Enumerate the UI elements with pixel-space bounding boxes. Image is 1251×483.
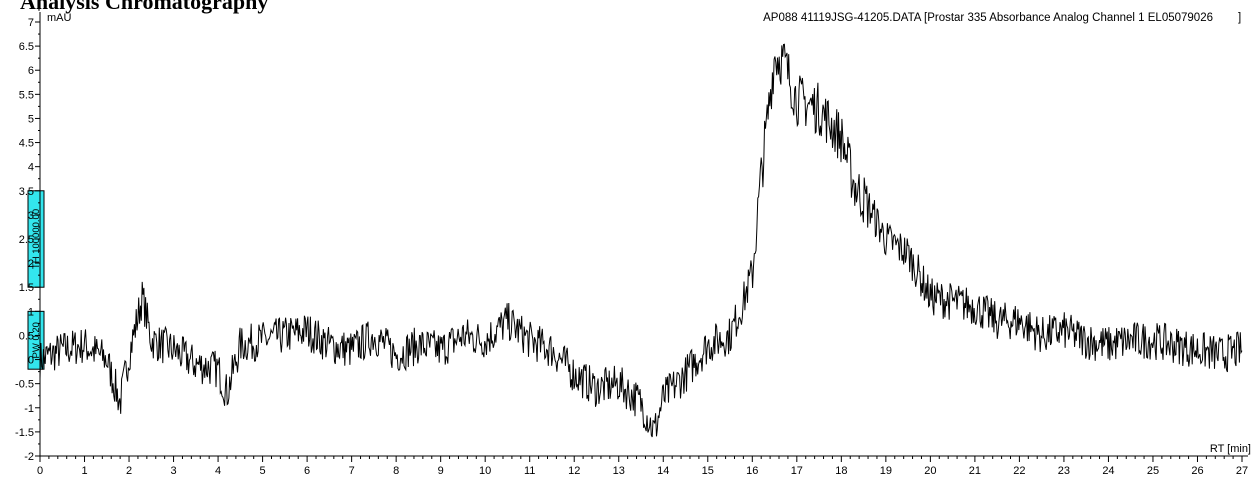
- y-tick-label: 7: [28, 17, 34, 29]
- y-tick-label: -0.5: [15, 379, 34, 391]
- x-tick-label: 13: [613, 465, 625, 477]
- x-tick-label: 20: [924, 465, 936, 477]
- x-tick-label: 25: [1147, 465, 1159, 477]
- x-tick-label: 14: [657, 465, 669, 477]
- y-tick-label: -1.5: [15, 427, 34, 439]
- text-layer: -2 -1.5 -1 -0.5 0 0.5 1 1.5 2 2.5 3 3.5 4 4.5 5 5.5 6 6.5…: [15, 12, 1251, 477]
- x-tick-label: 15: [702, 465, 714, 477]
- y-tick-label: 3: [28, 210, 34, 222]
- marker-label: PW 0.20: [31, 322, 42, 358]
- x-tick-label: 4: [215, 465, 221, 477]
- x-tick-label: 23: [1058, 465, 1070, 477]
- x-tick-label: 10: [479, 465, 491, 477]
- trace-line: [39, 43, 1243, 438]
- y-tick-label: -2: [24, 451, 34, 463]
- y-tick-label: 6.5: [19, 41, 34, 53]
- x-axis-label: RT [min]: [1210, 443, 1251, 455]
- x-tick-label: 22: [1013, 465, 1025, 477]
- y-tick-label: 0.5: [19, 330, 34, 342]
- x-tick-label: 19: [880, 465, 892, 477]
- x-tick-label: 5: [260, 465, 266, 477]
- axes-layer: [35, 9, 1248, 462]
- y-tick-label: 6: [28, 65, 34, 77]
- y-tick-label: 5: [28, 113, 34, 125]
- y-tick-label: 0: [28, 355, 34, 367]
- y-tick-label: 4: [28, 162, 34, 174]
- x-tick-label: 1: [81, 465, 87, 477]
- y-tick-label: 5.5: [19, 89, 34, 101]
- x-tick-label: 9: [438, 465, 444, 477]
- x-tick-label: 3: [170, 465, 176, 477]
- y-tick-label: 2.5: [19, 234, 34, 246]
- file-label: AP088 41119JSG-41205.DATA [Prostar 335 A…: [763, 12, 1213, 24]
- x-tick-label: 27: [1236, 465, 1248, 477]
- y-axis-label: mAU: [47, 12, 72, 24]
- x-tick-label: 16: [746, 465, 758, 477]
- file-label-end: ]: [1238, 12, 1241, 24]
- x-tick-label: 6: [304, 465, 310, 477]
- x-tick-label: 17: [791, 465, 803, 477]
- page-heading: Analysis Chromatography: [20, 0, 269, 14]
- y-tick-label: 3.5: [19, 186, 34, 198]
- y-tick-label: -1: [24, 403, 34, 415]
- y-tick-label: 1.5: [19, 282, 34, 294]
- x-tick-label: 26: [1191, 465, 1203, 477]
- x-tick-label: 24: [1102, 465, 1114, 477]
- trace-layer: [39, 43, 1243, 438]
- x-tick-label: 2: [126, 465, 132, 477]
- y-tick-label: 1: [28, 306, 34, 318]
- y-tick-label: 2: [28, 258, 34, 270]
- x-tick-label: 8: [393, 465, 399, 477]
- x-tick-label: 7: [349, 465, 355, 477]
- x-tick-label: 11: [524, 465, 535, 477]
- x-tick-label: 0: [37, 465, 43, 477]
- x-tick-label: 18: [835, 465, 847, 477]
- x-tick-label: 21: [969, 465, 981, 477]
- y-tick-label: 4.5: [19, 138, 34, 150]
- x-tick-label: 12: [568, 465, 580, 477]
